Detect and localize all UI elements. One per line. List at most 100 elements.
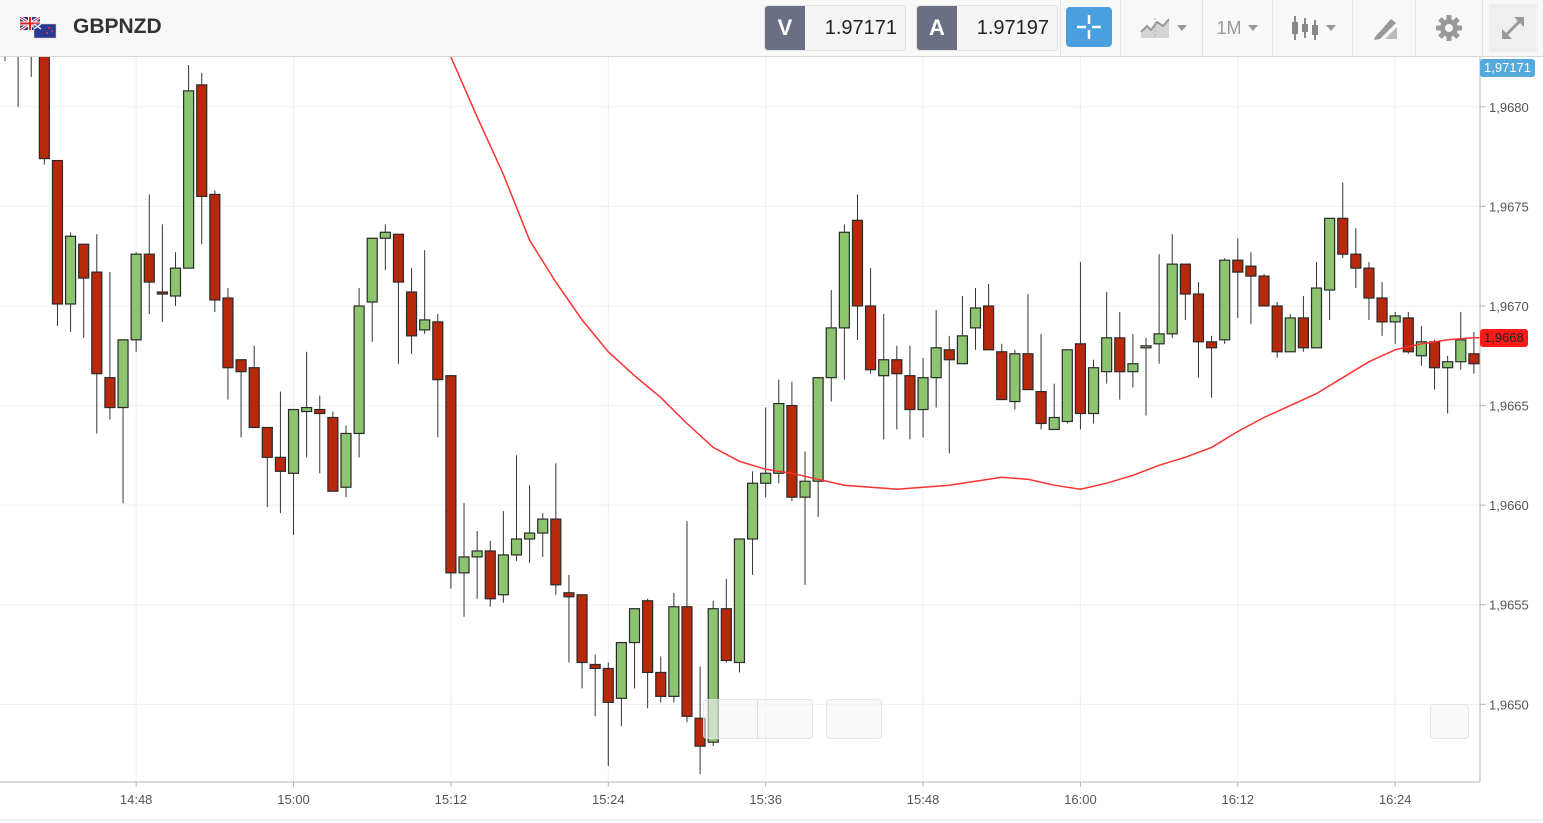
candle-body [169,267,182,297]
candle-up [130,252,142,352]
candle-up [537,513,549,557]
candle-up [523,485,536,563]
chevron-down-icon [1326,25,1336,31]
candle-up [838,224,850,380]
candle-body [366,237,378,303]
candle-body [1087,367,1100,415]
candle-body [1153,333,1165,345]
draw-tool-button[interactable] [1356,0,1414,56]
candle-up [733,538,746,673]
bid-value: 1.97171 [824,16,897,39]
settings-button[interactable] [1418,0,1480,56]
candle-down [996,343,1008,401]
candle-body [1324,217,1336,291]
divider [1415,0,1416,56]
gb-nz-flag-icon [20,17,57,39]
candle-down [550,463,562,595]
chevron-down-icon [1177,25,1187,31]
candle-body [956,335,968,365]
candle-up [917,357,929,438]
candle-body [1455,339,1467,363]
candle-up [825,290,837,402]
candle-up [878,313,890,440]
timeframe-button[interactable]: 1M [1204,0,1270,56]
candle-up [1389,311,1401,344]
candle-up [287,408,300,536]
crosshair-button[interactable] [1066,7,1112,47]
x-tick-label: 15:12 [435,792,468,807]
reset-view-button[interactable] [1430,704,1469,739]
candle-body [1192,293,1205,343]
candle-body [1232,259,1244,273]
candle-down [891,345,903,430]
bid-price-badge: 1,97171 [1480,59,1535,77]
candle-body [668,606,680,697]
candle-body [1009,353,1021,403]
candle-down [904,345,916,440]
bid-quote-button[interactable]: V 1.97171 [764,5,906,51]
candle-body [405,291,418,337]
x-axis: 14:48 15:00 15:12 15:24 15:36 15:48 16:00 16:12… [120,782,1411,807]
divider [1482,0,1483,56]
candle-body [1402,317,1414,353]
candle-up [668,592,680,703]
candle-up [1166,234,1178,338]
candle-down [196,72,208,245]
candle-up [1087,359,1100,424]
candle-body [1428,341,1441,369]
candle-body [1127,363,1139,373]
candle-body [209,193,221,301]
candle-body [1219,259,1231,341]
candle-down [248,345,260,429]
candle-down [642,598,654,709]
candle-up [1310,262,1323,349]
candle-up [1324,217,1336,320]
candle-body [615,641,628,699]
candle-up [419,250,431,334]
candle-body [392,233,405,283]
candle-down [0,0,10,61]
candle-body [353,305,365,435]
candle-body [1271,305,1283,353]
candle-up [746,471,759,575]
candle-body [471,550,483,558]
candle-body [0,0,10,7]
candle-body [432,321,444,381]
candle-body [812,377,824,482]
candle-style-button[interactable] [1276,0,1350,56]
candle-down [1022,294,1034,391]
candle-down [851,194,864,340]
candle-body [1415,341,1428,357]
zoom-button[interactable] [826,699,882,739]
scroll-back-button[interactable] [703,699,813,739]
chart-type-icon [1140,18,1170,38]
candle-body [248,367,260,429]
candle-body [497,554,509,596]
candle-body [943,349,955,361]
candle-body [1205,341,1218,349]
candle-body [969,307,982,329]
candle-down [1271,301,1283,358]
candle-body [1114,337,1126,373]
x-tick-label: 16:00 [1064,792,1097,807]
candle-down [1245,252,1257,324]
candle-body [1258,275,1270,307]
candles [0,0,1480,775]
candle-down [589,654,601,717]
candle-body [38,57,50,160]
divider [1272,0,1273,56]
ask-quote-button[interactable]: A 1.97197 [916,5,1058,51]
candle-body [1337,217,1349,255]
chart-type-button[interactable] [1128,0,1198,56]
candle-down [1114,311,1126,400]
candle-down [983,284,995,351]
fullscreen-button[interactable] [1489,4,1537,52]
candle-down [943,335,955,454]
candle-down [681,521,693,723]
candle-body [733,538,746,664]
candle-body [445,375,457,574]
y-tick-label: 1,9680 [1489,100,1529,115]
candle-down [1468,331,1480,374]
candle-down [484,540,496,607]
